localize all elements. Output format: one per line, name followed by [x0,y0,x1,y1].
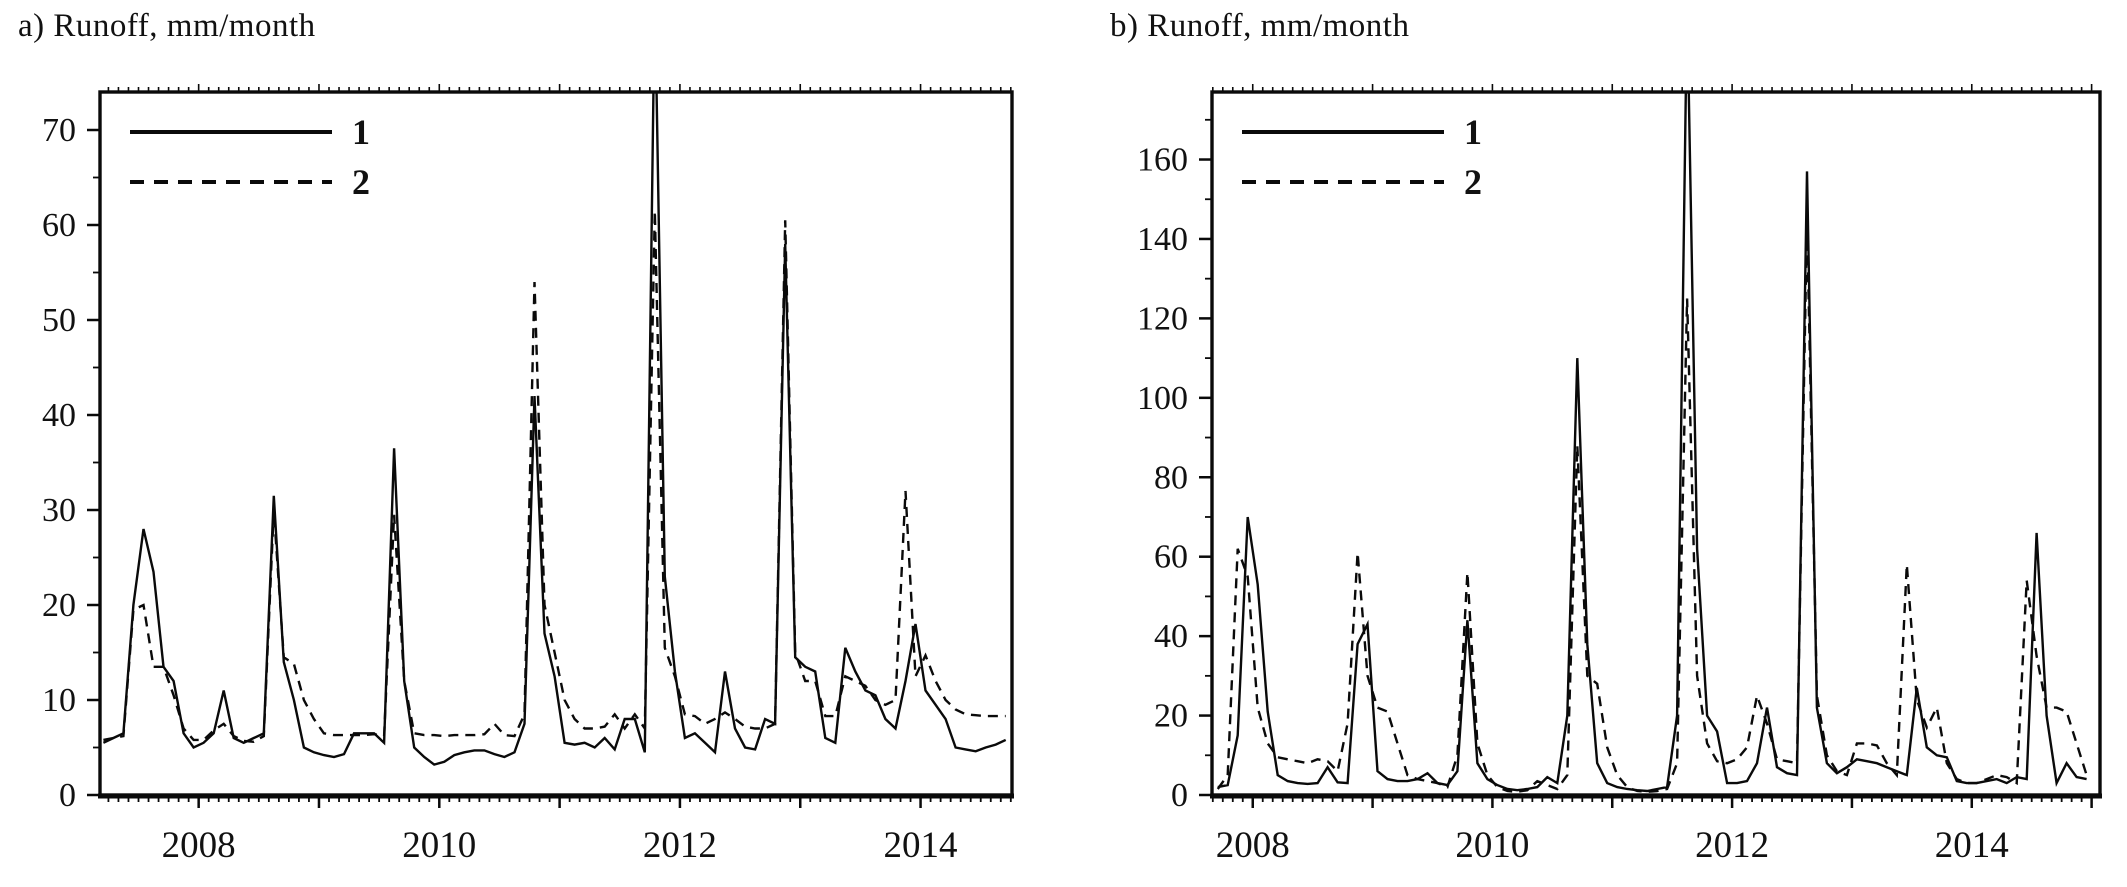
y-tick-label: 80 [1154,459,1188,496]
chart-a-title: a) Runoff, mm/month [18,8,316,44]
legend-label-2: 2 [352,162,370,202]
series-1-line [102,92,1007,766]
plot-frame [1210,90,2102,797]
x-tick-label: 2014 [884,825,958,866]
legend-label-1: 1 [352,112,370,152]
y-tick-label: 100 [1137,380,1188,417]
x-tick-label: 2008 [162,825,236,866]
x-tick-label: 2012 [1695,825,1769,866]
x-tick-label: 2012 [643,825,717,866]
y-tick-label: 20 [42,587,76,624]
x-tick-label: 2014 [1935,825,2009,866]
x-tick-label: 2010 [402,825,476,866]
y-tick-label: 60 [42,207,76,244]
legend-label-1: 1 [1464,112,1482,152]
y-tick-label: 10 [42,682,76,719]
y-tick-label: 60 [1154,539,1188,576]
y-tick-label: 0 [59,777,76,814]
series-2-line [103,210,1006,744]
y-tick-label: 140 [1137,221,1188,258]
x-tick-label: 2010 [1455,825,1529,866]
y-tick-label: 20 [1154,698,1188,735]
series-1-line [1217,92,2087,793]
y-tick-label: 40 [42,397,76,434]
series-2-line [1216,219,2088,794]
legend-label-2: 2 [1464,162,1482,202]
y-tick-label: 50 [42,302,76,339]
y-tick-label: 30 [42,492,76,529]
y-tick-label: 160 [1137,142,1188,179]
y-tick-label: 70 [42,112,76,149]
chart-b-title: b) Runoff, mm/month [1110,8,1410,44]
y-tick-label: 0 [1171,777,1188,814]
chart-a: 0 10 20 30 40 50 60 70 2008 2010 2012 2014 1 2 [42,84,1014,866]
y-tick-label: 40 [1154,618,1188,655]
chart-b: 0 20 40 60 80 100 120 140 160 2008 2010 2012 2014 1 2 [1137,84,2102,866]
y-tick-label: 120 [1137,300,1188,337]
x-tick-label: 2008 [1216,825,1290,866]
